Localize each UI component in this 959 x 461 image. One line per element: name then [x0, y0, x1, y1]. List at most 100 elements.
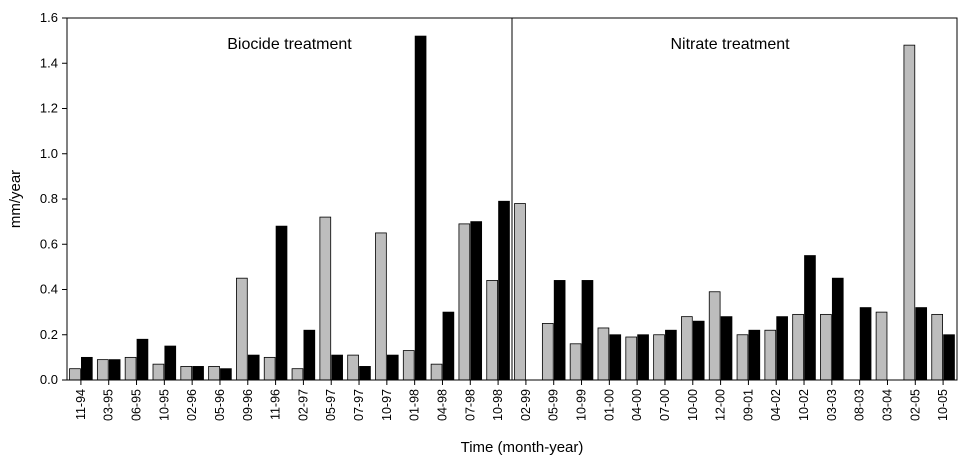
- bar-series-1: [291, 368, 304, 381]
- x-tick-label: 07-00: [658, 389, 672, 421]
- bar-series-1: [736, 334, 749, 381]
- bar-series-1: [458, 223, 471, 381]
- bar-series-1: [514, 203, 526, 381]
- x-tick-label: 09-96: [241, 389, 255, 421]
- bar-series-1: [625, 336, 638, 381]
- y-tick-label: 0.2: [40, 327, 58, 342]
- bar-series-2: [414, 35, 427, 381]
- bar-series-1: [792, 313, 804, 381]
- bar-series-1: [653, 334, 665, 381]
- bar-series-1: [569, 343, 582, 381]
- x-tick-label: 10-05: [936, 389, 950, 421]
- bar-series-1: [124, 356, 137, 381]
- y-tick-label: 1.2: [40, 101, 58, 116]
- bar-series-1: [486, 280, 498, 381]
- x-tick-label: 05-99: [547, 389, 561, 421]
- bar-series-2: [275, 225, 288, 381]
- x-tick-label: 10-02: [797, 389, 811, 421]
- x-tick-label: 10-98: [491, 389, 505, 421]
- bar-series-2: [720, 316, 733, 381]
- x-tick-label: 04-00: [630, 389, 644, 421]
- x-tick-label: 02-99: [519, 389, 533, 421]
- bar-series-2: [609, 334, 622, 381]
- y-axis: 0.0 0.2 0.4 0.6 0.8 1.0 1.2 1.4 1.6: [40, 10, 67, 387]
- x-tick-label: 03-04: [880, 389, 894, 421]
- x-tick-label: 04-02: [769, 389, 783, 421]
- x-tick-label: 02-97: [296, 389, 310, 421]
- bar-series-2: [303, 329, 316, 381]
- bar-series-1: [903, 44, 916, 381]
- x-tick-label: 03-03: [825, 389, 839, 421]
- bar-series-1: [597, 327, 610, 381]
- bar-series-1: [430, 363, 443, 381]
- bar-series-2: [220, 368, 232, 381]
- x-tick-label: 07-98: [463, 389, 477, 421]
- bar-series-2: [498, 200, 510, 381]
- bar-series-1: [69, 368, 81, 381]
- bar-series-1: [236, 277, 248, 381]
- bar-series-1: [375, 232, 387, 381]
- bar-series-2: [915, 307, 928, 381]
- x-tick-label: 07-97: [352, 389, 366, 421]
- x-tick-label: 10-00: [686, 389, 700, 421]
- y-axis-label: mm/year: [7, 170, 24, 228]
- bar-series-2: [776, 316, 788, 381]
- annotation-biocide-treatment: Biocide treatment: [227, 36, 352, 53]
- x-tick-label: 01-98: [408, 389, 422, 421]
- y-tick-label: 1.6: [40, 10, 58, 25]
- x-axis: 11-94 03-95 06-95 10-95 02-96 05-96 09-96 11-96…: [74, 380, 950, 421]
- annotation-nitrate-treatment: Nitrate treatment: [670, 36, 790, 53]
- bar-series-2: [81, 356, 93, 381]
- bar-series-2: [108, 359, 121, 381]
- bar-series-2: [247, 354, 260, 381]
- y-tick-label: 0.8: [40, 191, 58, 206]
- y-tick-label: 0.0: [40, 372, 58, 387]
- bar-series-2: [359, 366, 371, 381]
- bar-series-1: [820, 313, 832, 381]
- bar-series-1: [96, 359, 109, 381]
- bar-series-1: [931, 313, 943, 381]
- x-tick-label: 01-00: [602, 389, 616, 421]
- x-axis-label: Time (month-year): [461, 439, 584, 456]
- bar-series-1: [764, 329, 777, 381]
- bar-series-1: [180, 366, 193, 381]
- y-tick-label: 0.6: [40, 236, 58, 251]
- x-tick-label: 10-95: [157, 389, 171, 421]
- bar-series-2: [831, 277, 844, 381]
- x-tick-label: 06-95: [130, 389, 144, 421]
- bar-series-1: [152, 363, 165, 381]
- y-tick-label: 1.4: [40, 55, 58, 70]
- x-tick-label: 02-05: [908, 389, 922, 421]
- x-tick-label: 10-97: [380, 389, 394, 421]
- bar-series-2: [804, 255, 816, 381]
- bar-series-2: [665, 329, 677, 381]
- x-tick-label: 11-94: [74, 389, 88, 420]
- bar-series-2: [553, 280, 566, 381]
- bar-series-2: [637, 334, 649, 381]
- bar-series-2: [164, 345, 177, 381]
- bar-series-1: [319, 216, 332, 381]
- bar-series-1: [208, 366, 220, 381]
- x-tick-label: 09-01: [741, 389, 755, 421]
- x-tick-label: 11-96: [269, 389, 283, 420]
- bar-series-2: [581, 280, 594, 381]
- bar-series-2: [692, 320, 705, 381]
- bar-series-2: [331, 354, 343, 381]
- bar-series-1: [347, 354, 359, 381]
- bar-series-1: [875, 311, 888, 381]
- x-tick-label: 02-96: [185, 389, 199, 421]
- bar-series-2: [136, 338, 149, 381]
- bar-series-1: [263, 356, 276, 381]
- bar-series-2: [943, 334, 955, 381]
- x-tick-label: 08-03: [853, 389, 867, 421]
- x-tick-label: 04-98: [435, 389, 449, 421]
- bar-series-2: [192, 366, 204, 381]
- x-tick-label: 03-95: [102, 389, 116, 421]
- x-tick-label: 12-00: [714, 389, 728, 421]
- bar-series-1: [402, 350, 415, 381]
- bar-series-2: [859, 307, 872, 381]
- bars: [69, 35, 955, 381]
- bar-series-2: [386, 354, 399, 381]
- bar-series-1: [681, 316, 693, 381]
